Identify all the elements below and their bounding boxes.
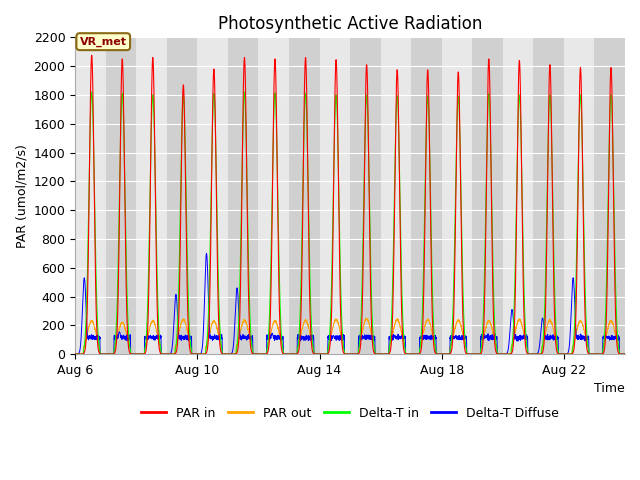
X-axis label: Time: Time <box>595 383 625 396</box>
Bar <box>381 37 411 354</box>
Bar <box>595 37 625 354</box>
Bar <box>106 37 136 354</box>
Bar <box>533 37 564 354</box>
Bar <box>259 37 289 354</box>
Bar <box>442 37 472 354</box>
Bar <box>319 37 350 354</box>
Bar <box>197 37 228 354</box>
Bar <box>136 37 167 354</box>
Bar <box>289 37 319 354</box>
Bar <box>167 37 197 354</box>
Bar <box>625 37 640 354</box>
Bar <box>350 37 381 354</box>
Bar <box>564 37 595 354</box>
Title: Photosynthetic Active Radiation: Photosynthetic Active Radiation <box>218 15 483 33</box>
Bar <box>228 37 259 354</box>
Text: VR_met: VR_met <box>80 36 127 47</box>
Bar <box>472 37 503 354</box>
Bar <box>503 37 533 354</box>
Y-axis label: PAR (umol/m2/s): PAR (umol/m2/s) <box>15 144 28 248</box>
Legend: PAR in, PAR out, Delta-T in, Delta-T Diffuse: PAR in, PAR out, Delta-T in, Delta-T Dif… <box>136 402 564 424</box>
Bar <box>411 37 442 354</box>
Bar <box>75 37 106 354</box>
